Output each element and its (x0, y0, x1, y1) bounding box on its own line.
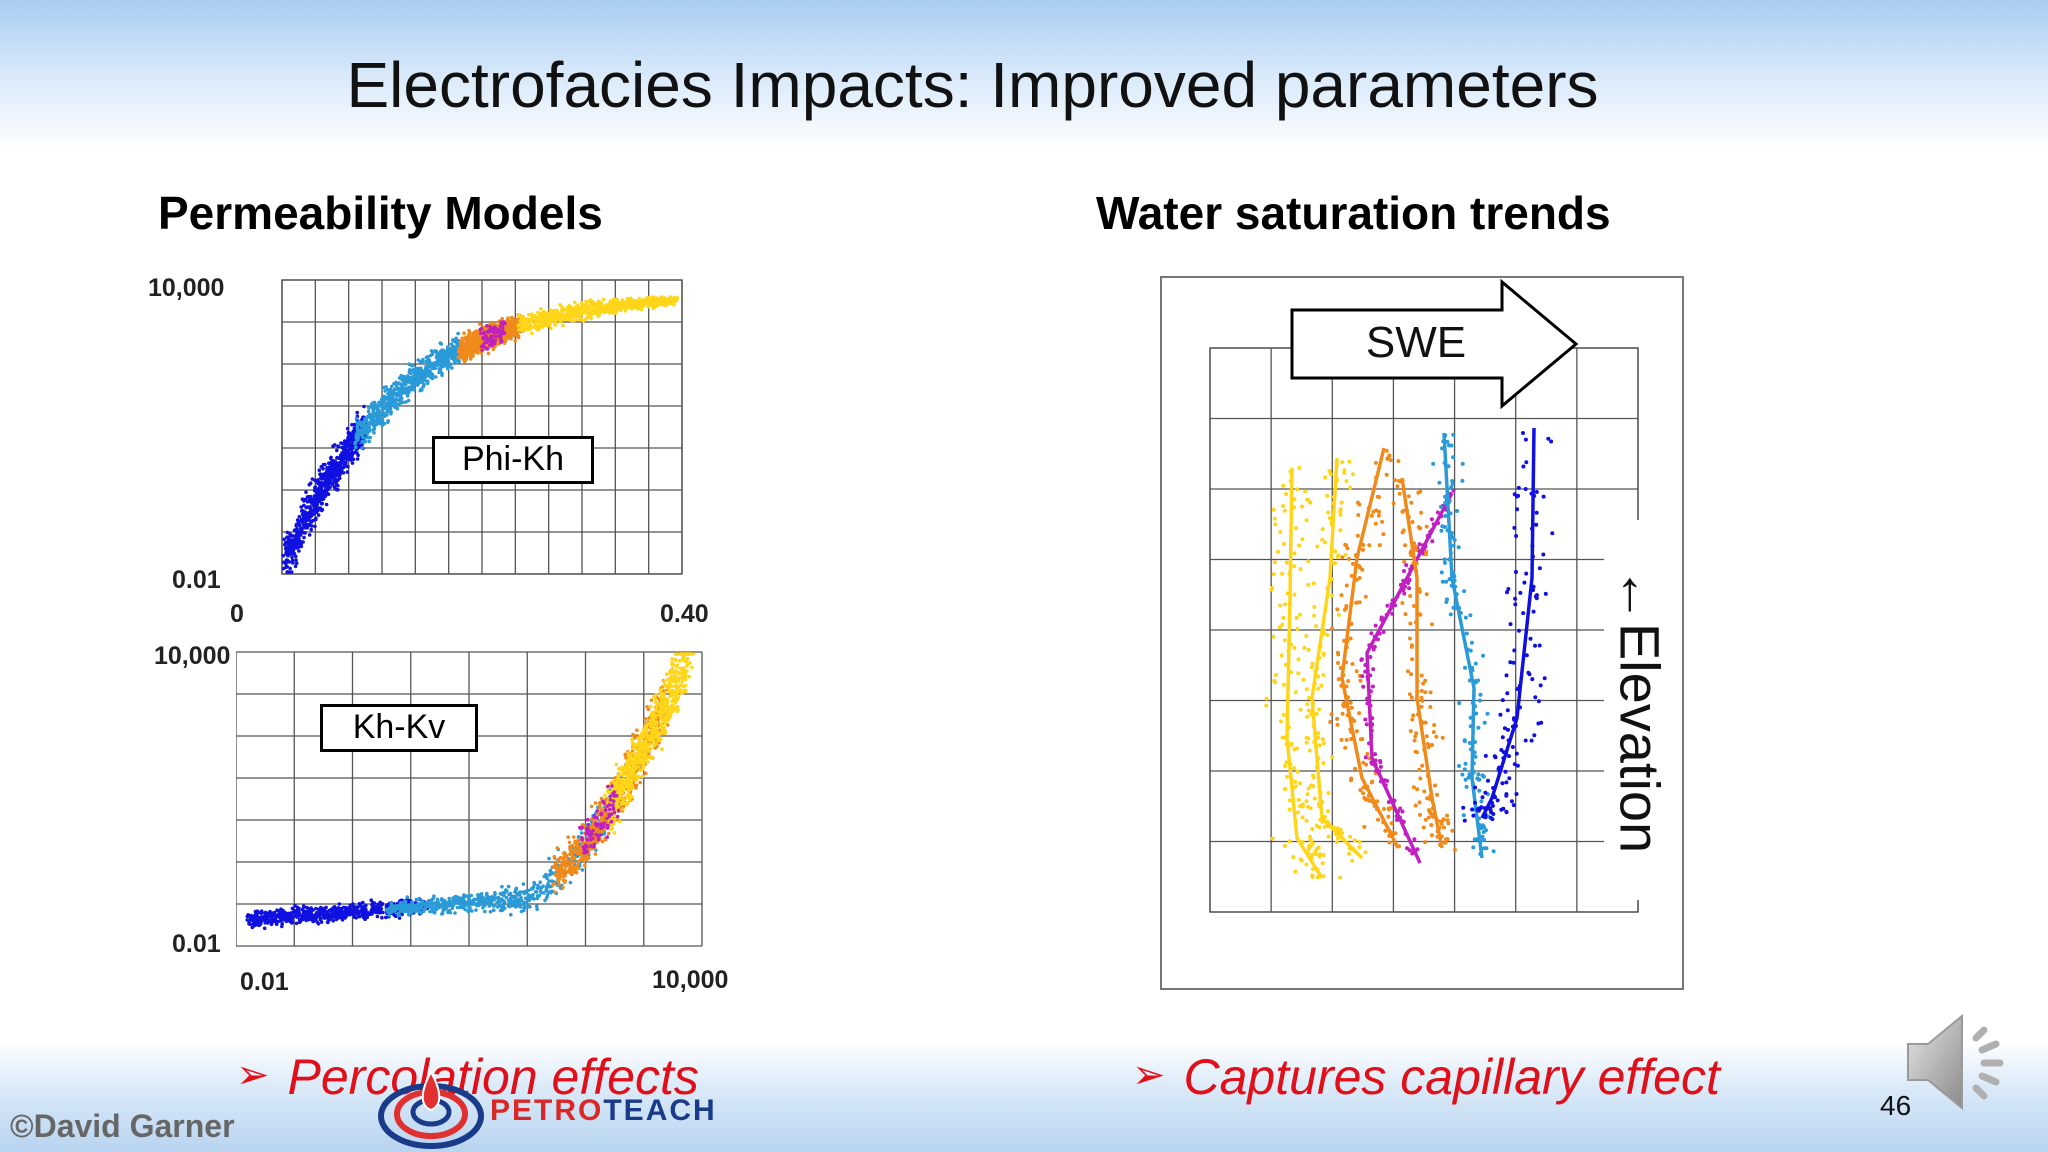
page-number: 46 (1880, 1090, 1912, 1121)
permeability-heading: Permeability Models (158, 187, 603, 239)
phi-kh-y-bottom-label: 0.01 (172, 566, 221, 594)
petroteach-logo-text: PETROTEACH (490, 1094, 717, 1128)
bullet-arrow-icon: ➢ (1132, 1053, 1166, 1097)
kh-kv-y-bottom-label: 0.01 (172, 930, 221, 958)
bullet-arrow-icon: ➢ (236, 1053, 270, 1097)
logo-text-petro: PETRO (490, 1094, 604, 1127)
kh-kv-x-left-label: 0.01 (240, 968, 289, 996)
elevation-label: ←Elevation (1608, 566, 1672, 854)
elevation-label-bg (1604, 520, 1676, 900)
water-saturation-plot (1160, 276, 1684, 990)
kh-kv-x-right-label: 10,000 (652, 966, 729, 994)
phi-kh-scatter (281, 279, 683, 575)
logo-text-teach: TEACH (603, 1094, 717, 1127)
kh-kv-y-top-label: 10,000 (154, 642, 231, 670)
phi-kh-y-top-label: 10,000 (148, 274, 225, 302)
kh-kv-scatter (235, 651, 703, 947)
capillary-text: Captures capillary effect (1183, 1049, 1720, 1105)
phi-kh-x-left-label: 0 (230, 600, 244, 628)
phi-kh-plot (272, 272, 694, 590)
speaker-icon[interactable] (1904, 1010, 2014, 1114)
capillary-bullet: ➢ Captures capillary effect (1132, 1048, 1720, 1106)
credit-text: ©David Garner (10, 1108, 235, 1144)
swe-label: SWE (1365, 318, 1467, 367)
water-saturation-scatter (1209, 347, 1639, 913)
slide-title: Electrofacies Impacts: Improved paramete… (346, 49, 1599, 121)
phi-kh-tag: Phi-Kh (432, 436, 594, 484)
water-saturation-heading: Water saturation trends (1096, 187, 1611, 239)
swe-arrow (1290, 278, 1580, 410)
percolation-bullet: ➢ Percolation effects (236, 1048, 699, 1106)
percolation-text: Percolation effects (287, 1049, 699, 1105)
petroteach-logo-icon (376, 1066, 486, 1150)
phi-kh-x-right-label: 0.40 (660, 600, 709, 628)
swe-arrow-icon (1290, 278, 1579, 410)
kh-kv-tag: Kh-Kv (320, 704, 478, 752)
kh-kv-plot (235, 650, 706, 952)
